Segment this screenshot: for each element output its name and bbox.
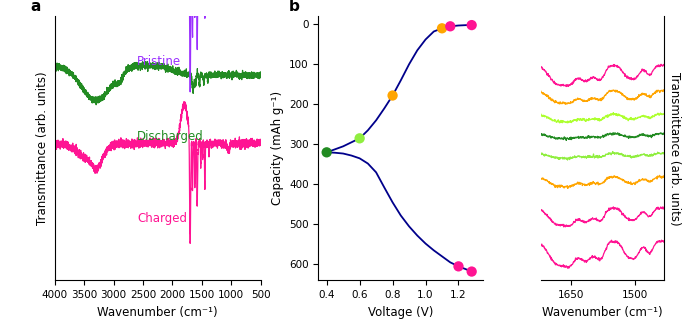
Point bbox=[387, 93, 398, 98]
Y-axis label: Transmittance (arb. units): Transmittance (arb. units) bbox=[36, 71, 49, 225]
Point bbox=[436, 26, 447, 31]
Point bbox=[445, 24, 456, 29]
Y-axis label: Capacity (mAh g⁻¹): Capacity (mAh g⁻¹) bbox=[271, 91, 284, 205]
Point bbox=[466, 269, 477, 274]
Text: a: a bbox=[30, 0, 40, 14]
Point bbox=[453, 264, 464, 269]
Point bbox=[466, 22, 477, 28]
X-axis label: Voltage (V): Voltage (V) bbox=[368, 306, 434, 319]
Text: Pristine: Pristine bbox=[137, 55, 182, 68]
X-axis label: Wavenumber (cm⁻¹): Wavenumber (cm⁻¹) bbox=[97, 306, 218, 319]
Text: Discharged: Discharged bbox=[137, 129, 204, 142]
Point bbox=[321, 150, 332, 155]
Text: b: b bbox=[289, 0, 299, 14]
Y-axis label: Transmittance (arb. units): Transmittance (arb. units) bbox=[668, 71, 681, 225]
Point bbox=[354, 136, 365, 141]
Text: Charged: Charged bbox=[137, 212, 187, 225]
X-axis label: Wavenumber (cm⁻¹): Wavenumber (cm⁻¹) bbox=[543, 306, 663, 319]
